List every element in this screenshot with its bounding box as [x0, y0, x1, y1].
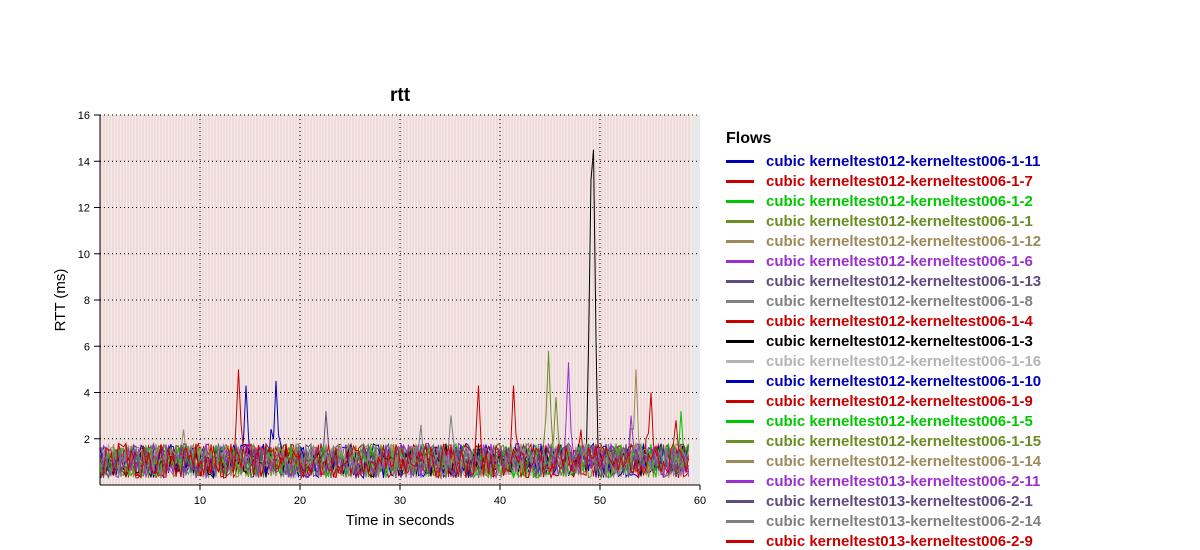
legend-item: cubic kerneltest012-kerneltest006-1-11	[726, 151, 1041, 171]
legend-label: cubic kerneltest012-kerneltest006-1-2	[766, 192, 1033, 210]
y-tick-label: 10	[78, 249, 90, 261]
legend-label: cubic kerneltest013-kerneltest006-2-1	[766, 492, 1033, 510]
legend-label: cubic kerneltest013-kerneltest006-2-14	[766, 512, 1042, 530]
y-tick-label: 8	[84, 295, 90, 307]
x-tick-label: 20	[294, 495, 306, 507]
legend-title: Flows	[726, 130, 772, 147]
legend-label: cubic kerneltest012-kerneltest006-1-5	[766, 412, 1033, 430]
legend-label: cubic kerneltest012-kerneltest006-1-14	[766, 452, 1042, 470]
y-tick-label: 14	[78, 156, 90, 168]
legend-item: cubic kerneltest013-kerneltest006-2-11	[726, 471, 1041, 491]
legend-item: cubic kerneltest012-kerneltest006-1-14	[726, 451, 1041, 471]
legend-item: cubic kerneltest012-kerneltest006-1-9	[726, 391, 1041, 411]
legend-item: cubic kerneltest012-kerneltest006-1-16	[726, 351, 1041, 371]
series-line	[100, 420, 689, 480]
legend-swatch	[726, 519, 754, 523]
x-tick-label: 10	[194, 495, 206, 507]
legend-label: cubic kerneltest012-kerneltest006-1-3	[766, 332, 1033, 350]
legend-label: cubic kerneltest012-kerneltest006-1-4	[766, 312, 1033, 330]
legend-label: cubic kerneltest012-kerneltest006-1-1	[766, 212, 1033, 230]
legend-item: cubic kerneltest012-kerneltest006-1-15	[726, 431, 1041, 451]
x-tick-label: 40	[494, 495, 506, 507]
legend-label: cubic kerneltest013-kerneltest006-2-11	[766, 472, 1041, 490]
x-tick-label: 60	[694, 495, 706, 507]
chart-title: rtt	[390, 85, 411, 106]
legend-swatch	[726, 279, 754, 283]
legend-item: cubic kerneltest012-kerneltest006-1-10	[726, 371, 1041, 391]
legend-swatch	[726, 539, 754, 543]
legend-label: cubic kerneltest012-kerneltest006-1-16	[766, 352, 1042, 370]
legend-item: cubic kerneltest012-kerneltest006-1-8	[726, 291, 1041, 311]
legend-item: cubic kerneltest012-kerneltest006-1-5	[726, 411, 1041, 431]
y-tick-label: 2	[84, 434, 90, 446]
legend-label: cubic kerneltest012-kerneltest006-1-10	[766, 372, 1042, 390]
legend-label: cubic kerneltest012-kerneltest006-1-15	[766, 432, 1042, 450]
legend-swatch	[726, 399, 754, 403]
legend-label: cubic kerneltest012-kerneltest006-1-9	[766, 392, 1033, 410]
legend-item: cubic kerneltest013-kerneltest006-2-1	[726, 491, 1041, 511]
legend-label: cubic kerneltest012-kerneltest006-1-7	[766, 172, 1033, 190]
legend-item: cubic kerneltest012-kerneltest006-1-2	[726, 191, 1041, 211]
y-tick-label: 16	[78, 110, 90, 122]
legend-item: cubic kerneltest013-kerneltest006-2-14	[726, 511, 1041, 531]
legend-item: cubic kerneltest012-kerneltest006-1-6	[726, 251, 1041, 271]
x-tick-label: 30	[394, 495, 406, 507]
legend-label: cubic kerneltest012-kerneltest006-1-6	[766, 252, 1033, 270]
legend-item: cubic kerneltest012-kerneltest006-1-3	[726, 331, 1041, 351]
legend-swatch	[726, 179, 754, 183]
x-axis-label: Time in seconds	[346, 512, 455, 529]
legend-swatch	[726, 359, 754, 363]
legend-item: cubic kerneltest012-kerneltest006-1-13	[726, 271, 1041, 291]
legend-label: cubic kerneltest012-kerneltest006-1-11	[766, 152, 1041, 170]
legend: Flows cubic kerneltest012-kerneltest006-…	[726, 130, 1041, 550]
legend-swatch	[726, 379, 754, 383]
legend-item: cubic kerneltest013-kerneltest006-2-9	[726, 531, 1041, 550]
legend-swatch	[726, 339, 754, 343]
legend-swatch	[726, 219, 754, 223]
legend-swatch	[726, 159, 754, 163]
legend-swatch	[726, 499, 754, 503]
legend-swatch	[726, 459, 754, 463]
x-tick-label: 50	[594, 495, 606, 507]
legend-item: cubic kerneltest012-kerneltest006-1-12	[726, 231, 1041, 251]
legend-swatch	[726, 199, 754, 203]
y-tick-label: 6	[84, 341, 90, 353]
y-tick-label: 4	[84, 388, 90, 400]
legend-label: cubic kerneltest012-kerneltest006-1-12	[766, 232, 1042, 250]
legend-label: cubic kerneltest012-kerneltest006-1-13	[766, 272, 1042, 290]
legend-label: cubic kerneltest012-kerneltest006-1-8	[766, 292, 1033, 310]
y-axis-label: RTT (ms)	[52, 269, 69, 332]
legend-label: cubic kerneltest013-kerneltest006-2-9	[766, 532, 1033, 550]
legend-swatch	[726, 299, 754, 303]
legend-swatch	[726, 259, 754, 263]
legend-swatch	[726, 319, 754, 323]
legend-item: cubic kerneltest012-kerneltest006-1-1	[726, 211, 1041, 231]
legend-swatch	[726, 419, 754, 423]
legend-swatch	[726, 239, 754, 243]
legend-swatch	[726, 439, 754, 443]
legend-swatch	[726, 479, 754, 483]
y-tick-label: 12	[78, 203, 90, 215]
legend-item: cubic kerneltest012-kerneltest006-1-7	[726, 171, 1041, 191]
series-line	[100, 424, 689, 479]
legend-item: cubic kerneltest012-kerneltest006-1-4	[726, 311, 1041, 331]
